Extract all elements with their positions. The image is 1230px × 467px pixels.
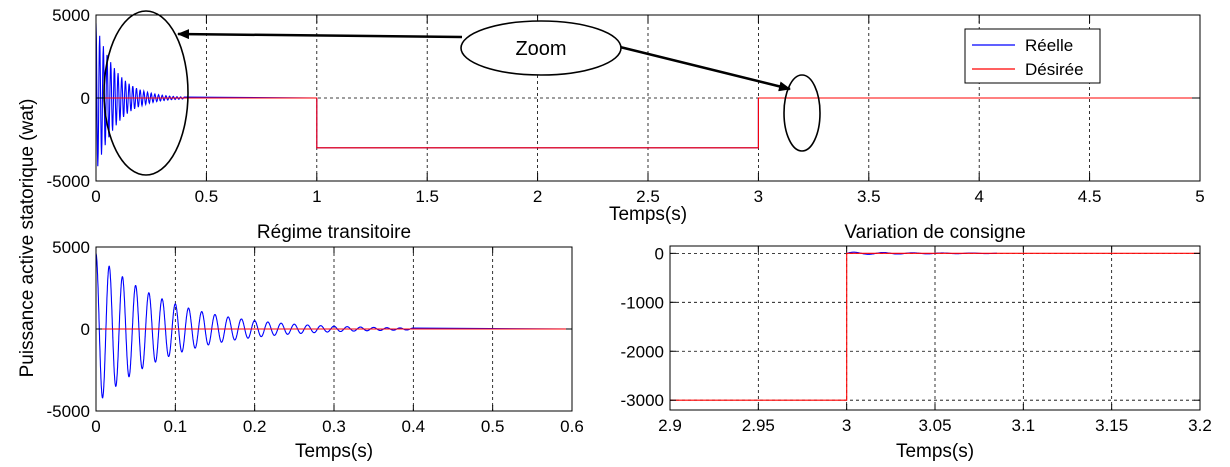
plot-area	[96, 253, 572, 399]
y-tick-label: -1000	[621, 293, 664, 312]
series-desiree-line	[96, 97, 1200, 149]
y-tick-label: -2000	[621, 342, 664, 361]
zoom-arrow-left	[177, 29, 463, 40]
chart-title: Variation de consigne	[844, 222, 1025, 243]
y-tick-label: -3000	[621, 391, 664, 410]
y-tick-label: 0	[655, 244, 664, 263]
y-tick-label: 5000	[52, 238, 90, 257]
plot-area	[96, 23, 1200, 167]
zoom-arrow-right	[619, 45, 791, 92]
zoom-circle-step	[783, 74, 821, 152]
x-tick-label: 3.15	[1095, 416, 1128, 435]
x-tick-label: 1	[312, 187, 321, 206]
zoom-circle-transient	[103, 10, 189, 176]
x-tick-label: 3.1	[1012, 416, 1036, 435]
x-tick-label: 1.5	[415, 187, 439, 206]
x-tick-label: 4.5	[1078, 187, 1102, 206]
x-tick-label: 0.5	[481, 417, 505, 436]
x-tick-label: 0.6	[560, 417, 584, 436]
x-tick-label: 0.5	[195, 187, 219, 206]
x-axis-label: Temps(s)	[609, 204, 687, 225]
x-tick-label: 3	[754, 187, 763, 206]
legend-box	[964, 28, 1101, 84]
x-tick-label: 2.9	[658, 416, 682, 435]
chart-title: Régime transitoire	[257, 222, 411, 243]
y-tick-label: -5000	[47, 402, 90, 421]
x-tick-label: 2	[533, 187, 542, 206]
x-tick-label: 0.1	[164, 417, 188, 436]
x-tick-label: 0.2	[243, 417, 267, 436]
x-tick-label: 0	[91, 187, 100, 206]
x-tick-label: 3.2	[1188, 416, 1212, 435]
x-tick-label: 3	[842, 416, 851, 435]
x-tick-label: 0	[91, 417, 100, 436]
y-tick-label: 0	[81, 320, 90, 339]
zoom-label-ellipse	[460, 20, 622, 76]
chart-setpoint: 2.9 2.95 3 3.05 3.1 3.15 3.2 -3000 -2000 -1000 0 Te…	[621, 222, 1212, 462]
y-tick-label: 0	[81, 89, 90, 108]
x-tick-label: 4	[974, 187, 983, 206]
x-axis-label: Temps(s)	[295, 441, 373, 462]
plot-area	[670, 251, 1200, 401]
plot-background	[670, 246, 1200, 410]
x-tick-label: 3.05	[918, 416, 951, 435]
y-tick-label: 5000	[52, 6, 90, 25]
x-tick-label: 2.5	[636, 187, 660, 206]
legend-label-reelle: Réelle	[1025, 36, 1073, 55]
x-tick-label: 0.3	[322, 417, 346, 436]
legend-label-desiree: Désirée	[1025, 60, 1084, 79]
x-axis-label: Temps(s)	[896, 441, 974, 462]
chart-transient: 0 0.1 0.2 0.3 0.4 0.5 0.6-500005000Temps(s)Rég…	[47, 222, 584, 462]
series-reelle-line	[96, 253, 572, 399]
legend: Réelle Désirée	[964, 28, 1101, 84]
zoom-label: Zoom	[515, 38, 566, 60]
x-tick-label: 2.95	[742, 416, 775, 435]
x-tick-label: 3.5	[857, 187, 881, 206]
series-desiree-line	[670, 252, 1200, 401]
y-tick-label: -5000	[47, 172, 90, 191]
y-axis-label: Puissance active statorique (wat)	[17, 99, 38, 378]
zoom-annotation: Zoom	[103, 10, 821, 176]
x-tick-label: 0.4	[402, 417, 426, 436]
x-tick-label: 5	[1195, 187, 1204, 206]
